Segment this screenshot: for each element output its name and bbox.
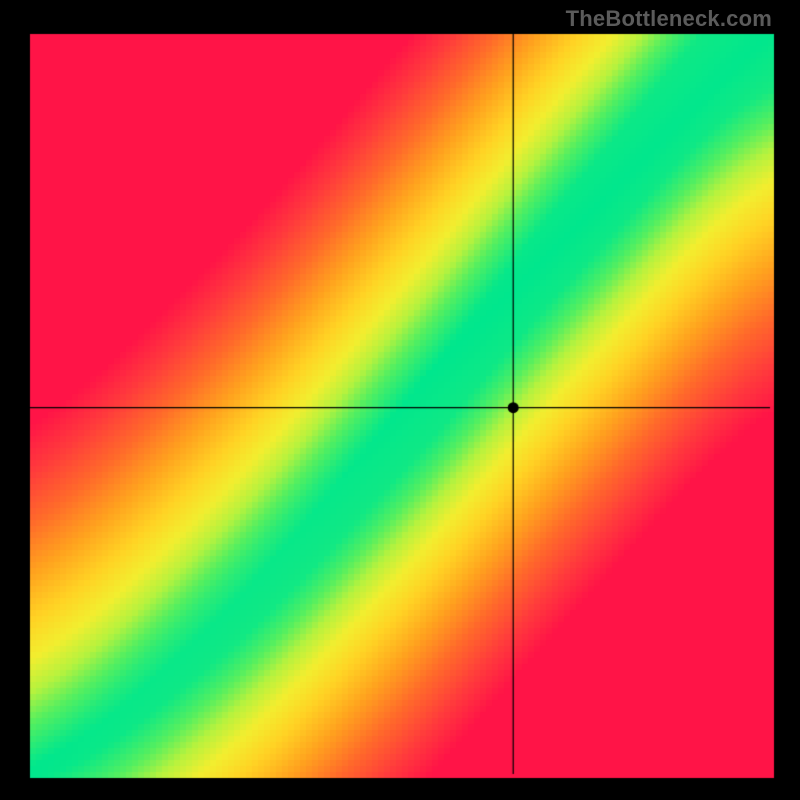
heatmap-canvas [0,0,800,800]
watermark-text: TheBottleneck.com [566,6,772,32]
chart-container: TheBottleneck.com [0,0,800,800]
